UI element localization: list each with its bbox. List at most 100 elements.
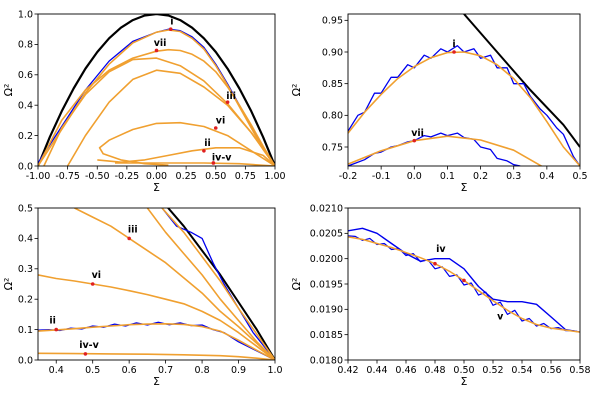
series-iv-v xyxy=(115,162,275,166)
y-tick-label: 0.4 xyxy=(18,101,33,112)
series-vii-b xyxy=(43,57,275,166)
y-tick-label: 0.0180 xyxy=(310,355,343,366)
series-vi xyxy=(38,274,275,360)
x-tick-label: 0.4 xyxy=(49,365,64,376)
x-tick-label: 0.25 xyxy=(176,171,197,182)
marker-point xyxy=(433,261,437,266)
series-i xyxy=(348,51,580,166)
panel-bottom-left: 0.4 0.5 0.6 0.7 0.8 0.9 1.0 0.0 0.1 0.2 0.3 0.4 0.5 Σ… xyxy=(2,203,283,388)
series-iv-v xyxy=(38,352,275,360)
series-vi xyxy=(98,121,275,166)
y-tick-label: 0.8 xyxy=(18,40,33,51)
y-tick-label: 0.0210 xyxy=(310,203,343,214)
y-tick-label: 0.3 xyxy=(18,264,33,275)
annotation-label: v xyxy=(497,311,504,322)
x-tick-label: 0.75 xyxy=(235,171,256,182)
x-tick-label: 0.3 xyxy=(506,171,521,182)
marker-point xyxy=(154,48,159,53)
x-axis-label: Σ xyxy=(153,181,160,194)
x-tick-label: 1.00 xyxy=(264,171,285,182)
y-tick-label: 0.95 xyxy=(322,16,343,27)
x-tick-label: 0.50 xyxy=(205,171,226,182)
y-tick-label: 0.75 xyxy=(322,142,343,153)
x-tick-label: 0.2 xyxy=(473,171,488,182)
y-tick-label: 0.80 xyxy=(322,111,343,122)
x-tick-label: 1.0 xyxy=(267,365,282,376)
y-tick-label: 0.2 xyxy=(18,131,33,142)
annotation-label: vii xyxy=(411,128,424,139)
annotation-label: iv-v xyxy=(79,340,99,351)
series-vii xyxy=(348,135,543,166)
marker-point xyxy=(462,278,466,283)
y-tick-label: 0.4 xyxy=(18,234,33,245)
series-envelope xyxy=(166,208,275,360)
series-ii xyxy=(97,147,275,166)
series-vii xyxy=(38,48,275,166)
x-axis-label: Σ xyxy=(153,375,160,388)
y-tick-label: 0.0195 xyxy=(310,279,343,290)
y-axis-label: Ω² xyxy=(2,278,15,291)
series-v-blue xyxy=(348,227,580,333)
y-tick-label: 0.1 xyxy=(18,325,33,336)
y-tick-label: 0.90 xyxy=(322,47,343,58)
marker-point xyxy=(54,327,59,332)
plot-area xyxy=(38,208,275,360)
series-i-blue xyxy=(161,208,275,360)
annotation-label: vii xyxy=(154,38,167,49)
marker-point xyxy=(225,100,230,104)
y-tick-label: 1.0 xyxy=(18,9,33,20)
annotation-label: i xyxy=(170,17,173,28)
series-i xyxy=(38,29,275,166)
x-tick-label: 0.48 xyxy=(424,365,445,376)
marker-point xyxy=(211,161,216,165)
x-axis-label: Σ xyxy=(461,375,468,388)
annotation-label: ii xyxy=(204,138,211,149)
x-tick-label: 0.1 xyxy=(440,171,455,182)
annotation-label: iii xyxy=(128,224,138,235)
series-i xyxy=(161,208,275,360)
x-axis-label: Σ xyxy=(461,181,468,194)
annotation-label: vi xyxy=(92,270,101,281)
marker-point xyxy=(168,27,173,32)
x-tick-label: 0.00 xyxy=(146,171,167,182)
x-tick-label: 0.0 xyxy=(407,171,422,182)
plot-area xyxy=(348,227,580,333)
marker-point xyxy=(127,236,131,241)
plot-area xyxy=(348,14,580,166)
annotation-label: iv-v xyxy=(212,153,232,164)
y-tick-label: 0.0 xyxy=(18,355,33,366)
x-tick-label: 0.44 xyxy=(366,365,387,376)
x-tick-label: -0.2 xyxy=(339,171,358,182)
x-tick-label: -0.1 xyxy=(372,171,391,182)
marker-point xyxy=(83,352,88,356)
y-tick-label: 0.6 xyxy=(18,70,33,81)
annotation-label: vi xyxy=(216,115,225,126)
x-tick-label: 0.52 xyxy=(482,365,503,376)
y-tick-label: 0.0205 xyxy=(310,229,343,240)
y-axis-label: Ω² xyxy=(2,84,15,97)
series-envelope xyxy=(38,14,275,166)
panel-top-right: -0.2 -0.1 0.0 0.1 0.2 0.3 0.4 0.5 0.75 0.80 0.85 0.… xyxy=(290,13,588,194)
axes-frame xyxy=(347,13,581,167)
marker-point xyxy=(412,138,417,143)
x-tick-label: -0.25 xyxy=(115,171,140,182)
y-tick-label: 0.85 xyxy=(322,79,343,90)
panel-bottom-right: 0.42 0.44 0.46 0.48 0.50 0.52 0.54 0.56 0.58 0.01… xyxy=(290,203,591,388)
x-tick-label: 0.54 xyxy=(511,365,532,376)
x-tick-label: 0.50 xyxy=(453,365,474,376)
x-tick-label: 0.9 xyxy=(231,365,246,376)
series-iii xyxy=(66,69,275,166)
series-iii xyxy=(74,208,275,360)
series-vii xyxy=(146,208,275,360)
marker-point xyxy=(213,126,218,130)
series-ii xyxy=(38,322,275,360)
y-tick-label: 0.2 xyxy=(18,295,33,306)
y-tick-label: 0.0190 xyxy=(310,305,343,316)
x-tick-label: 0.5 xyxy=(572,171,587,182)
annotation-label: ii xyxy=(49,316,56,327)
marker-point xyxy=(452,50,456,54)
x-tick-label: 0.6 xyxy=(122,365,137,376)
x-tick-label: 0.56 xyxy=(540,365,561,376)
x-tick-label: -1.00 xyxy=(26,171,51,182)
